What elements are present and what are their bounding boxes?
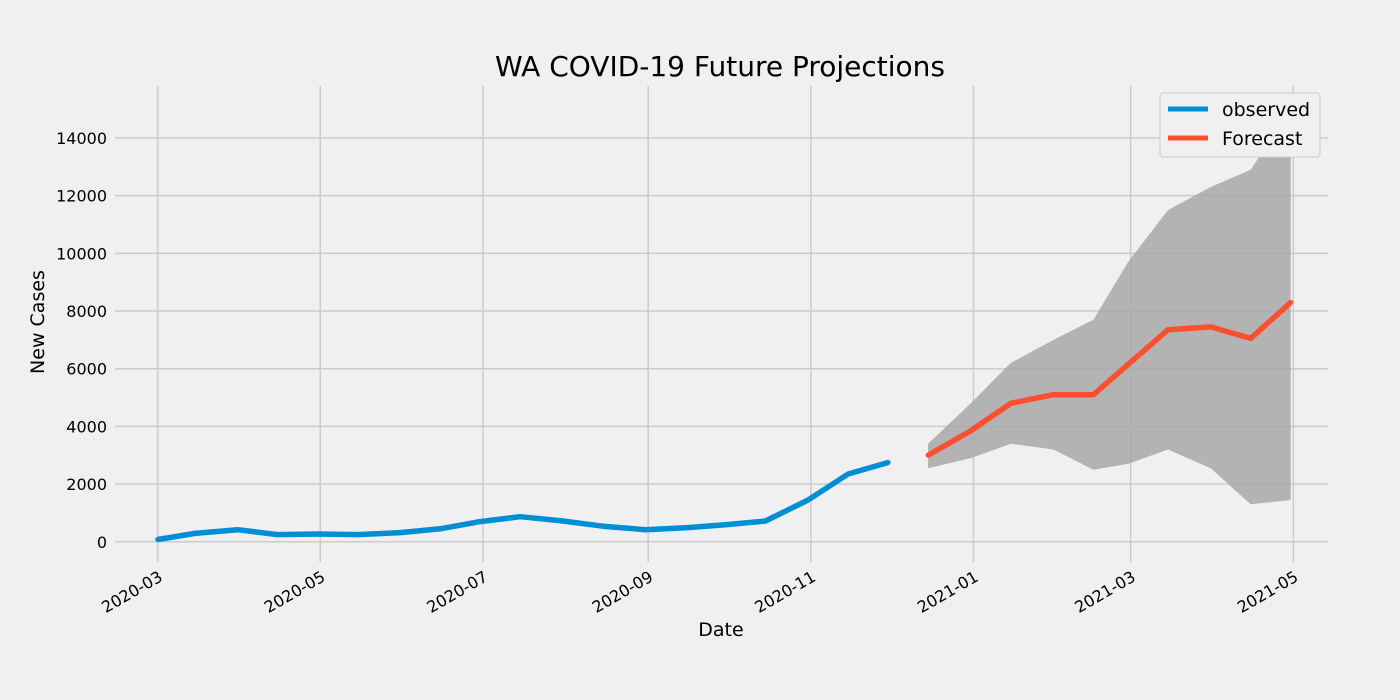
data-point-forecast [1125, 361, 1131, 367]
data-point-observed [192, 530, 198, 536]
legend: observed Forecast [1159, 92, 1321, 158]
data-point-observed [315, 531, 321, 537]
data-point-observed [155, 536, 161, 542]
x-tick-label: 2020-11 [751, 567, 818, 617]
data-point-observed [355, 532, 361, 538]
forecast-confidence-band [928, 109, 1291, 505]
y-tick-label: 4000 [66, 417, 107, 436]
series-line-observed [157, 459, 889, 543]
y-tick-labels: 0 2000 4000 6000 8000 10000 12000 14000 [56, 129, 107, 552]
x-tick-label: 2021-03 [1071, 567, 1138, 617]
data-point-observed [805, 497, 811, 503]
data-point-observed [643, 527, 649, 533]
data-point-observed [560, 518, 566, 524]
data-point-observed [683, 525, 689, 531]
x-tick-label: 2020-07 [423, 567, 490, 617]
y-tick-label: 2000 [66, 475, 107, 494]
y-tick-label: 14000 [56, 129, 107, 148]
data-point-observed [517, 514, 523, 520]
y-tick-label: 6000 [66, 360, 107, 379]
data-point-observed [477, 519, 483, 525]
data-point-observed [845, 471, 851, 477]
data-point-observed [885, 459, 891, 465]
data-point-forecast [1208, 324, 1214, 330]
grid [115, 86, 1328, 562]
series-line-forecast [926, 300, 1293, 458]
data-point-forecast [1090, 392, 1096, 398]
y-tick-label: 10000 [56, 244, 107, 263]
x-tick-label: 2020-09 [589, 567, 656, 617]
data-point-forecast [925, 452, 931, 458]
y-tick-label: 0 [97, 533, 107, 552]
legend-label-observed: observed [1222, 99, 1310, 121]
data-point-observed [437, 526, 443, 532]
data-point-observed [722, 522, 728, 528]
y-axis-label: New Cases [27, 270, 49, 374]
confidence-band-layer [928, 109, 1291, 505]
data-point-observed [600, 523, 606, 529]
x-axis-label: Date [698, 619, 743, 641]
data-point-forecast [1248, 335, 1254, 341]
x-tick-labels: 2020-03 2020-05 2020-07 2020-09 2020-11 2021-… [98, 567, 1301, 617]
data-point-observed [235, 527, 241, 533]
data-point-forecast [968, 428, 974, 434]
y-tick-label: 12000 [56, 187, 107, 206]
chart-title: WA COVID-19 Future Projections [495, 50, 945, 83]
data-point-forecast [1008, 400, 1014, 406]
x-tick-label: 2021-01 [914, 567, 981, 617]
legend-label-forecast: Forecast [1222, 128, 1302, 150]
x-tick-label: 2021-05 [1234, 567, 1301, 617]
data-point-observed [397, 530, 403, 536]
y-tick-label: 8000 [66, 302, 107, 321]
x-tick-label: 2020-03 [98, 567, 165, 617]
data-point-observed [762, 518, 768, 524]
series-layer [155, 299, 1294, 543]
data-point-forecast [1288, 299, 1294, 305]
data-point-forecast [1050, 392, 1056, 398]
data-point-observed [275, 532, 281, 538]
data-point-forecast [1165, 327, 1171, 333]
x-tick-label: 2020-05 [261, 567, 328, 617]
